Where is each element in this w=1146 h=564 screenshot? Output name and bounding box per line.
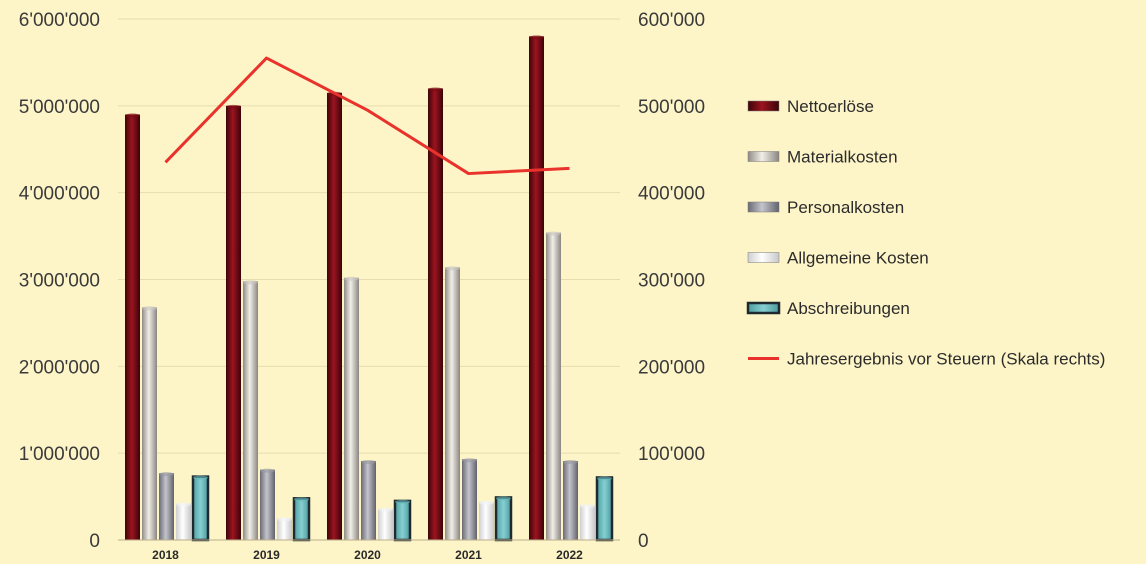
bar-cap xyxy=(462,458,477,463)
bar-nettoerl-se-2021 xyxy=(428,88,443,540)
y-right-tick-label: 400'000 xyxy=(638,184,705,205)
bar-cap xyxy=(243,280,258,285)
y-left-tick-label: 1'000'000 xyxy=(19,444,100,465)
bar-cap xyxy=(580,504,595,509)
bar-materialkosten-2019 xyxy=(243,281,258,540)
legend-label-nettoerl-se: Nettoerlöse xyxy=(787,97,874,116)
bar-personalkosten-2020 xyxy=(361,460,376,540)
bar-personalkosten-2021 xyxy=(462,459,477,540)
bar-allgemeine-kosten-2018 xyxy=(176,503,191,540)
bar-cap xyxy=(597,476,612,481)
bar-allgemeine-kosten-2022 xyxy=(580,505,595,540)
y-right-tick-label: 200'000 xyxy=(638,357,705,378)
bar-materialkosten-2018 xyxy=(142,307,157,540)
legend-marker-materialkosten xyxy=(747,151,780,162)
bar-personalkosten-2018 xyxy=(159,473,174,540)
legend-marker-personalkosten xyxy=(747,201,780,213)
bar-nettoerl-se-2020 xyxy=(327,92,342,540)
line-jahresergebnis-vor-steuern-skala-rechts xyxy=(164,56,570,176)
legend-label-materialkosten: Materialkosten xyxy=(787,148,898,167)
bar-allgemeine-kosten-2020 xyxy=(378,508,393,540)
bar-abschreibungen-2020 xyxy=(393,499,412,542)
bar-nettoerl-se-2019 xyxy=(226,105,241,540)
bar-cap xyxy=(260,468,275,473)
bar-personalkosten-2019 xyxy=(260,469,275,540)
bar-cap xyxy=(226,104,241,109)
y-left-tick-label: 0 xyxy=(89,531,100,552)
x-tick-label: 2020 xyxy=(354,548,381,562)
bar-materialkosten-2020 xyxy=(344,277,359,540)
x-tick-label: 2022 xyxy=(556,548,583,562)
bar-cap xyxy=(395,499,410,504)
y-right-tick-label: 600'000 xyxy=(638,10,705,31)
bar-cap xyxy=(445,266,460,271)
bar-abschreibungen-2021 xyxy=(494,496,513,542)
y-left-tick-label: 6'000'000 xyxy=(19,10,100,31)
bar-cap xyxy=(142,306,157,311)
bar-allgemeine-kosten-2021 xyxy=(479,501,494,540)
bar-allgemeine-kosten-2019 xyxy=(277,518,292,540)
y-right-tick-label: 0 xyxy=(638,531,649,552)
bar-cap xyxy=(159,472,174,477)
legend: Nettoerlöse Materialkosten Personalkosten A… xyxy=(746,97,1105,369)
bar-cap xyxy=(378,507,393,512)
legend-label-abschreibungen: Abschreibungen xyxy=(787,299,910,318)
bar-cap xyxy=(428,87,443,92)
y-left-tick-label: 5'000'000 xyxy=(19,97,100,118)
bars xyxy=(125,35,614,542)
legend-label-allgemeine-kosten: Allgemeine Kosten xyxy=(787,249,929,268)
bar-abschreibungen-2018 xyxy=(191,475,210,542)
y-left-tick-label: 4'000'000 xyxy=(19,184,100,205)
bar-abschreibungen-2022 xyxy=(595,476,614,542)
legend-marker-nettoerl-se xyxy=(747,100,780,112)
y-right-tick-label: 100'000 xyxy=(638,444,705,465)
x-tick-label: 2018 xyxy=(152,548,179,562)
bar-personalkosten-2022 xyxy=(563,460,578,540)
result-line xyxy=(164,56,570,176)
legend-label-personalkosten: Personalkosten xyxy=(787,198,904,217)
bar-materialkosten-2021 xyxy=(445,267,460,540)
y-right-tick-label: 500'000 xyxy=(638,97,705,118)
bar-cap xyxy=(277,517,292,522)
legend-marker-allgemeine-kosten xyxy=(747,252,780,263)
x-tick-label: 2021 xyxy=(455,548,482,562)
bar-nettoerl-se-2022 xyxy=(529,36,544,540)
bar-cap xyxy=(344,276,359,281)
bar-cap xyxy=(563,459,578,464)
bar-cap xyxy=(125,113,140,118)
gridlines xyxy=(118,18,620,541)
legend-label-jahresergebnis-vor-steuern-skala-rechts: Jahresergebnis vor Steuern (Skala rechts… xyxy=(787,350,1105,369)
y-left-tick-label: 2'000'000 xyxy=(19,357,100,378)
bar-cap xyxy=(361,459,376,464)
y-right-tick-label: 300'000 xyxy=(638,271,705,292)
bar-cap xyxy=(193,475,208,480)
bar-cap xyxy=(529,35,544,40)
legend-marker-abschreibungen xyxy=(746,301,781,315)
bar-cap xyxy=(479,500,494,505)
bar-materialkosten-2022 xyxy=(546,232,561,541)
bar-cap xyxy=(176,502,191,507)
bar-cap xyxy=(546,231,561,236)
bar-cap xyxy=(294,497,309,502)
bar-abschreibungen-2019 xyxy=(292,497,311,542)
bar-nettoerl-se-2018 xyxy=(125,114,140,541)
axes: 0 1'000'000 2'000'000 3'000'000 4'000'000 5'0… xyxy=(19,10,705,562)
y-left-tick-label: 3'000'000 xyxy=(19,271,100,292)
bar-cap xyxy=(496,496,511,501)
x-tick-label: 2019 xyxy=(253,548,280,562)
